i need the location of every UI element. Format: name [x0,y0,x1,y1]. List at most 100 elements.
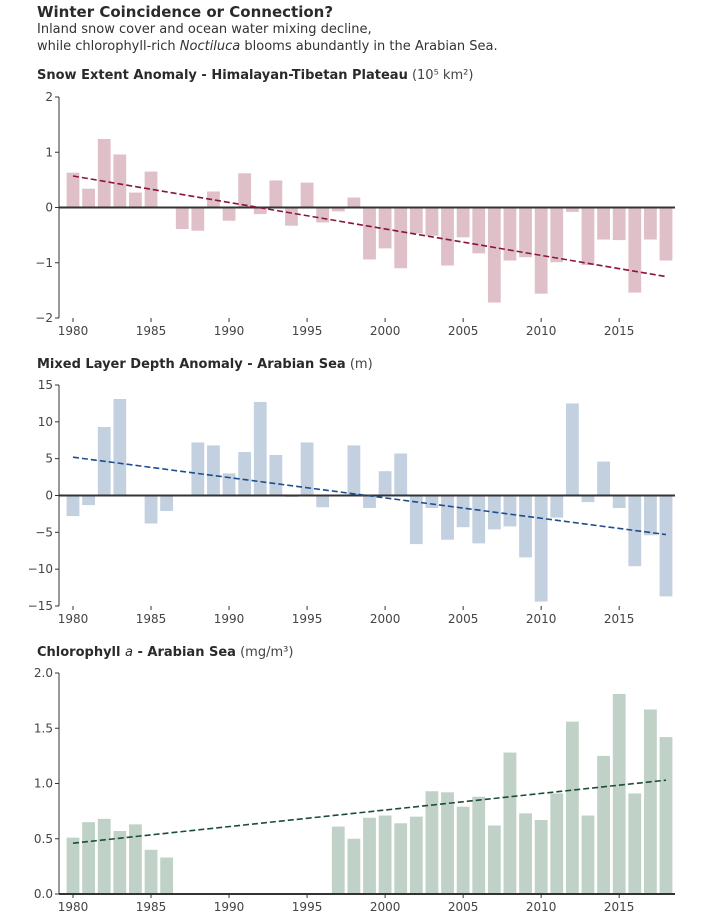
bar-2004 [441,792,454,894]
bar-2012 [565,403,579,496]
bar-2017 [644,709,657,894]
bar-2016 [628,207,642,293]
bar-2015 [612,207,626,241]
bar-1988 [191,207,205,231]
chart-3-unit: (mg/m³) [240,645,294,660]
y-tick-label: 2.0 [34,666,53,680]
bar-2008 [503,495,517,527]
bar-2012 [565,207,579,212]
bar-2003 [425,207,439,236]
bar-2014 [597,207,610,240]
bar-2011 [550,793,564,894]
bar-2002 [409,207,423,234]
bar-1998 [347,838,361,894]
bar-2010 [534,819,548,894]
bar-2018 [659,207,673,261]
bar-1993 [269,180,283,208]
bar-1982 [97,818,111,894]
bar-2001 [394,453,408,496]
bar-2000 [378,207,392,249]
bar-1986 [160,857,174,894]
y-tick-label: 0.5 [34,832,53,846]
bar-1984 [129,192,142,208]
bar-2015 [612,495,626,509]
bar-1998 [347,445,361,496]
x-tick-label: 2005 [448,900,479,914]
bar-1985 [144,171,158,208]
header: Winter Coincidence or Connection? Inland… [37,3,498,55]
bar-2016 [628,793,642,894]
bar-1981 [82,495,96,506]
bar-1984 [129,824,142,894]
y-tick-label: 0.0 [34,887,53,901]
x-tick-label: 2015 [604,612,635,626]
bar-2017 [644,207,657,240]
x-tick-label: 1980 [58,612,89,626]
main-title: Winter Coincidence or Connection? [37,3,334,21]
bar-1995 [300,182,314,208]
bar-2006 [472,796,486,894]
bar-2008 [503,752,517,894]
bar-1990 [222,207,236,221]
bar-1993 [269,454,283,496]
bar-1985 [144,849,158,894]
x-tick-label: 1980 [58,324,89,338]
bar-2013 [581,207,595,265]
x-tick-label: 2015 [604,900,635,914]
bar-2000 [378,471,392,496]
bar-2007 [487,825,501,894]
subtitle-pre: while chlorophyll-rich [37,39,180,54]
bar-2007 [487,207,501,303]
x-tick-label: 1990 [214,900,245,914]
bar-2009 [519,813,532,894]
trend-line [72,175,667,278]
bar-1983 [113,831,127,894]
x-tick-label: 2000 [370,612,401,626]
bar-2008 [503,207,517,261]
bar-1997 [331,826,345,894]
x-tick-label: 1985 [136,324,167,338]
bar-1986 [160,495,174,511]
bar-2005 [456,495,470,528]
bar-1982 [97,138,111,208]
bar-2010 [534,207,548,294]
x-tick-label: 2000 [370,900,401,914]
bar-2005 [456,207,470,238]
x-tick-label: 1985 [136,900,167,914]
bar-2018 [659,495,673,597]
y-tick-label: −1 [35,256,53,270]
trend-line [72,456,667,536]
chart-3-title-post: - Arabian Sea [132,645,236,660]
chart-1-unit: (10⁵ km²) [411,68,474,83]
x-tick-label: 2010 [526,900,557,914]
bar-2004 [441,495,454,540]
bar-1987 [175,207,189,230]
bar-2011 [550,207,564,263]
bar-2015 [612,694,626,894]
bar-2006 [472,207,486,254]
chart-2-title-text: Mixed Layer Depth Anomaly - Arabian Sea [37,357,346,372]
x-tick-label: 2005 [448,612,479,626]
bar-2001 [394,207,408,269]
bar-1989 [207,191,220,208]
bar-1989 [207,445,220,496]
x-tick-label: 1990 [214,612,245,626]
y-tick-label: −2 [35,311,53,325]
x-tick-label: 2010 [526,612,557,626]
bar-1990 [222,473,236,496]
bar-1981 [82,188,96,208]
bar-2011 [550,495,564,518]
chart-3-title: Chlorophyll a - Arabian Sea (mg/m³) [37,645,293,660]
bar-1994 [285,207,298,226]
y-tick-label: −15 [28,599,53,613]
chart-2-title: Mixed Layer Depth Anomaly - Arabian Sea … [37,357,373,372]
bar-1999 [363,817,376,894]
y-tick-label: 0 [45,489,53,503]
bar-2001 [394,823,408,894]
bar-2013 [581,815,595,894]
subtitle-italic: Noctiluca [179,39,241,54]
bar-1992 [253,401,267,496]
y-tick-label: 1.5 [34,721,53,735]
x-tick-label: 2010 [526,324,557,338]
